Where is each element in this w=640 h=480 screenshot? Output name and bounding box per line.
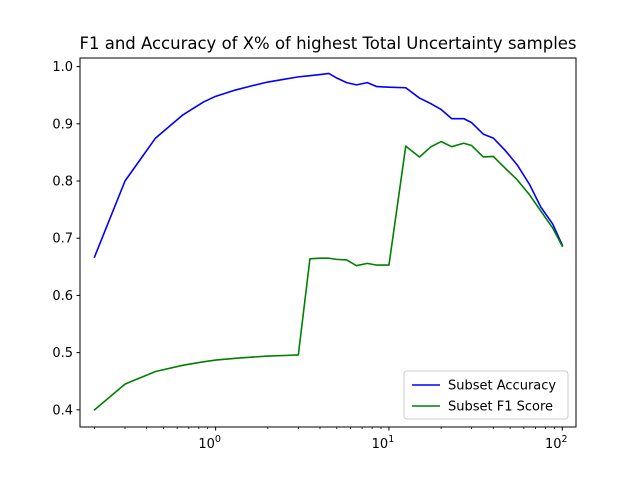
series-line-1: [93, 140, 564, 411]
series-line-0: [93, 72, 564, 259]
series-group: [93, 72, 564, 411]
legend-label-1: Subset F1 Score: [448, 400, 553, 415]
y-tick-label: 0.9: [52, 117, 73, 132]
y-tick-label: 0.7: [52, 232, 73, 247]
y-tick-label: 0.6: [52, 289, 73, 304]
x-tick-label: 102: [545, 434, 568, 452]
y-tick-label: 0.8: [52, 175, 73, 190]
y-tick-label: 1.0: [52, 60, 73, 75]
axes: 0.4 0.5 0.6 0.7 0.8 0.9 1.0 100 101 102: [52, 57, 577, 452]
y-tick-label: 0.5: [52, 346, 73, 361]
plot-area: [93, 72, 564, 411]
legend-box: [403, 370, 569, 420]
axes-frame: [79, 57, 577, 428]
x-tick-label: 100: [198, 434, 221, 452]
y-tick-label: 0.4: [52, 403, 73, 418]
legend: Subset Accuracy Subset F1 Score: [403, 370, 569, 420]
legend-label-0: Subset Accuracy: [448, 379, 556, 394]
x-tick-label: 101: [372, 434, 395, 452]
chart-title: F1 and Accuracy of X% of highest Total U…: [79, 34, 576, 53]
